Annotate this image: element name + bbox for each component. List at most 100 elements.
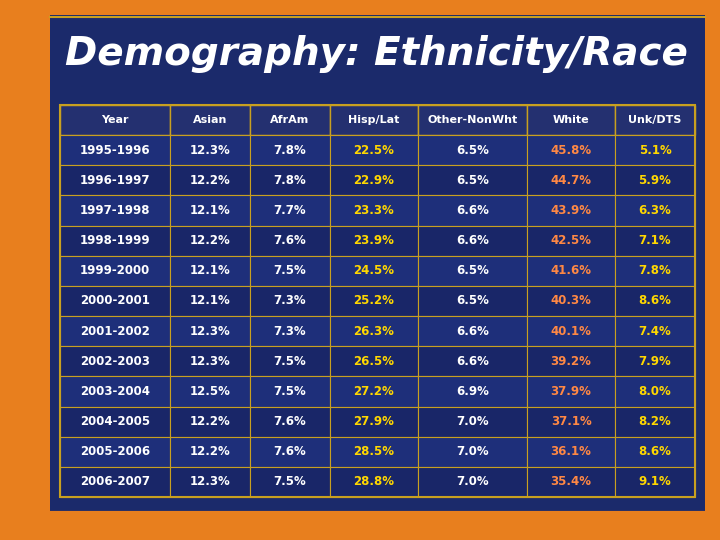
Text: 7.8%: 7.8% (274, 174, 306, 187)
FancyBboxPatch shape (170, 286, 250, 316)
Text: 6.5%: 6.5% (456, 144, 489, 157)
FancyBboxPatch shape (170, 316, 250, 346)
Text: 7.6%: 7.6% (274, 446, 306, 458)
FancyBboxPatch shape (250, 226, 330, 256)
FancyBboxPatch shape (615, 135, 695, 165)
Text: 1995-1996: 1995-1996 (80, 144, 150, 157)
Text: 7.5%: 7.5% (274, 265, 306, 278)
Text: 39.2%: 39.2% (551, 355, 592, 368)
FancyBboxPatch shape (170, 195, 250, 226)
FancyBboxPatch shape (527, 256, 615, 286)
Text: 2005-2006: 2005-2006 (80, 446, 150, 458)
FancyBboxPatch shape (60, 407, 170, 437)
Text: 7.5%: 7.5% (274, 385, 306, 398)
Text: 45.8%: 45.8% (551, 144, 592, 157)
Text: 6.6%: 6.6% (456, 355, 489, 368)
FancyBboxPatch shape (330, 135, 418, 165)
FancyBboxPatch shape (615, 165, 695, 195)
Text: 12.2%: 12.2% (189, 174, 230, 187)
FancyBboxPatch shape (527, 195, 615, 226)
Text: 12.3%: 12.3% (189, 475, 230, 488)
FancyBboxPatch shape (170, 376, 250, 407)
FancyBboxPatch shape (170, 256, 250, 286)
FancyBboxPatch shape (418, 376, 527, 407)
Text: 12.3%: 12.3% (189, 144, 230, 157)
Text: 12.3%: 12.3% (189, 325, 230, 338)
FancyBboxPatch shape (330, 316, 418, 346)
FancyBboxPatch shape (615, 226, 695, 256)
Text: 6.3%: 6.3% (639, 204, 671, 217)
FancyBboxPatch shape (170, 467, 250, 497)
FancyBboxPatch shape (615, 346, 695, 376)
FancyBboxPatch shape (330, 346, 418, 376)
FancyBboxPatch shape (615, 195, 695, 226)
FancyBboxPatch shape (527, 407, 615, 437)
Text: 12.1%: 12.1% (189, 204, 230, 217)
FancyBboxPatch shape (527, 376, 615, 407)
FancyBboxPatch shape (60, 195, 170, 226)
FancyBboxPatch shape (330, 376, 418, 407)
Text: 5.1%: 5.1% (639, 144, 671, 157)
FancyBboxPatch shape (330, 407, 418, 437)
FancyBboxPatch shape (170, 346, 250, 376)
Text: Demography: Ethnicity/Race: Demography: Ethnicity/Race (65, 35, 688, 73)
FancyBboxPatch shape (250, 316, 330, 346)
Text: 43.9%: 43.9% (551, 204, 592, 217)
FancyBboxPatch shape (170, 437, 250, 467)
FancyBboxPatch shape (418, 165, 527, 195)
FancyBboxPatch shape (250, 105, 330, 135)
FancyBboxPatch shape (418, 437, 527, 467)
Text: 1998-1999: 1998-1999 (80, 234, 150, 247)
FancyBboxPatch shape (330, 226, 418, 256)
Text: Unk/DTS: Unk/DTS (629, 115, 682, 125)
FancyBboxPatch shape (170, 226, 250, 256)
Text: 6.5%: 6.5% (456, 174, 489, 187)
Text: 36.1%: 36.1% (551, 446, 592, 458)
FancyBboxPatch shape (250, 467, 330, 497)
FancyBboxPatch shape (60, 226, 170, 256)
FancyBboxPatch shape (60, 165, 170, 195)
Text: 7.5%: 7.5% (274, 475, 306, 488)
Text: 22.9%: 22.9% (354, 174, 395, 187)
FancyBboxPatch shape (527, 226, 615, 256)
FancyBboxPatch shape (60, 437, 170, 467)
Text: 6.6%: 6.6% (456, 204, 489, 217)
Text: 7.3%: 7.3% (274, 294, 306, 307)
FancyBboxPatch shape (60, 467, 170, 497)
FancyBboxPatch shape (330, 256, 418, 286)
Text: 40.3%: 40.3% (551, 294, 592, 307)
FancyBboxPatch shape (527, 437, 615, 467)
Text: White: White (553, 115, 590, 125)
Text: 28.5%: 28.5% (354, 446, 395, 458)
FancyBboxPatch shape (330, 165, 418, 195)
Text: 7.5%: 7.5% (274, 355, 306, 368)
FancyBboxPatch shape (330, 195, 418, 226)
FancyBboxPatch shape (60, 346, 170, 376)
Text: 7.8%: 7.8% (639, 265, 671, 278)
Text: 35.4%: 35.4% (551, 475, 592, 488)
Text: 1996-1997: 1996-1997 (80, 174, 150, 187)
Text: 9.1%: 9.1% (639, 475, 671, 488)
Text: Year: Year (101, 115, 129, 125)
FancyBboxPatch shape (250, 165, 330, 195)
Text: 12.1%: 12.1% (189, 294, 230, 307)
Text: 8.2%: 8.2% (639, 415, 671, 428)
Text: 7.8%: 7.8% (274, 144, 306, 157)
FancyBboxPatch shape (250, 195, 330, 226)
Text: 28.8%: 28.8% (354, 475, 395, 488)
FancyBboxPatch shape (418, 226, 527, 256)
Text: 26.3%: 26.3% (354, 325, 395, 338)
FancyBboxPatch shape (615, 256, 695, 286)
Text: 7.4%: 7.4% (639, 325, 671, 338)
FancyBboxPatch shape (615, 407, 695, 437)
Text: 2001-2002: 2001-2002 (80, 325, 150, 338)
FancyBboxPatch shape (418, 195, 527, 226)
Text: 23.3%: 23.3% (354, 204, 394, 217)
FancyBboxPatch shape (60, 316, 170, 346)
FancyBboxPatch shape (527, 316, 615, 346)
Text: 2004-2005: 2004-2005 (80, 415, 150, 428)
Text: 12.5%: 12.5% (189, 385, 230, 398)
FancyBboxPatch shape (330, 437, 418, 467)
FancyBboxPatch shape (170, 407, 250, 437)
FancyBboxPatch shape (527, 467, 615, 497)
